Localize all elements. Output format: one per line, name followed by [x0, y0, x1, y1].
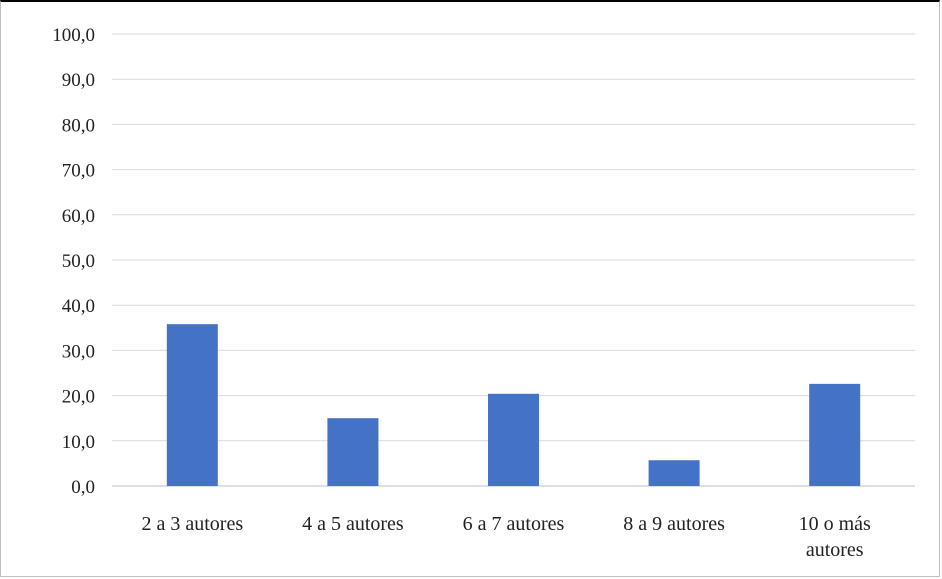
x-tick-label: 6 a 7 autores	[463, 513, 565, 535]
y-tick-label: 90,0	[62, 70, 95, 91]
y-tick-label: 50,0	[62, 251, 95, 272]
x-tick-label-line: 2 a 3 autores	[141, 513, 243, 535]
bar	[488, 393, 539, 486]
x-tick-label-line: 8 a 9 autores	[623, 513, 725, 535]
y-tick-label: 30,0	[62, 341, 95, 362]
y-tick-label: 10,0	[62, 432, 95, 453]
x-tick-label: 2 a 3 autores	[141, 513, 243, 535]
bar	[809, 383, 861, 486]
bar	[166, 324, 218, 486]
y-tick-label: 0,0	[71, 477, 95, 498]
gridlines	[112, 33, 915, 442]
bar	[648, 460, 700, 486]
y-tick-labels: 0,0 10,0 20,0 30,0 40,0 50,0 60,0 70,0 80,0 90,0 1…	[52, 25, 95, 498]
x-tick-label-line: 4 a 5 autores	[302, 513, 404, 535]
x-tick-labels: 2 a 3 autores 4 a 5 autores 6 a 7 autores 8…	[141, 513, 871, 561]
y-tick-label: 20,0	[62, 387, 95, 408]
y-tick-label: 80,0	[62, 115, 95, 136]
y-tick-label: 100,0	[52, 25, 95, 46]
y-tick-label: 60,0	[62, 206, 95, 227]
x-tick-label: 8 a 9 autores	[623, 513, 725, 535]
bars	[166, 324, 861, 486]
y-tick-label: 70,0	[62, 161, 95, 182]
x-tick-label-line: 6 a 7 autores	[463, 513, 565, 535]
x-tick-label: 10 o más autores	[799, 513, 871, 561]
x-tick-label-line: 10 o más	[799, 513, 871, 535]
x-tick-label: 4 a 5 autores	[302, 513, 404, 535]
bar	[327, 418, 379, 486]
x-tick-label-line: autores	[806, 539, 864, 561]
y-tick-label: 40,0	[62, 296, 95, 317]
